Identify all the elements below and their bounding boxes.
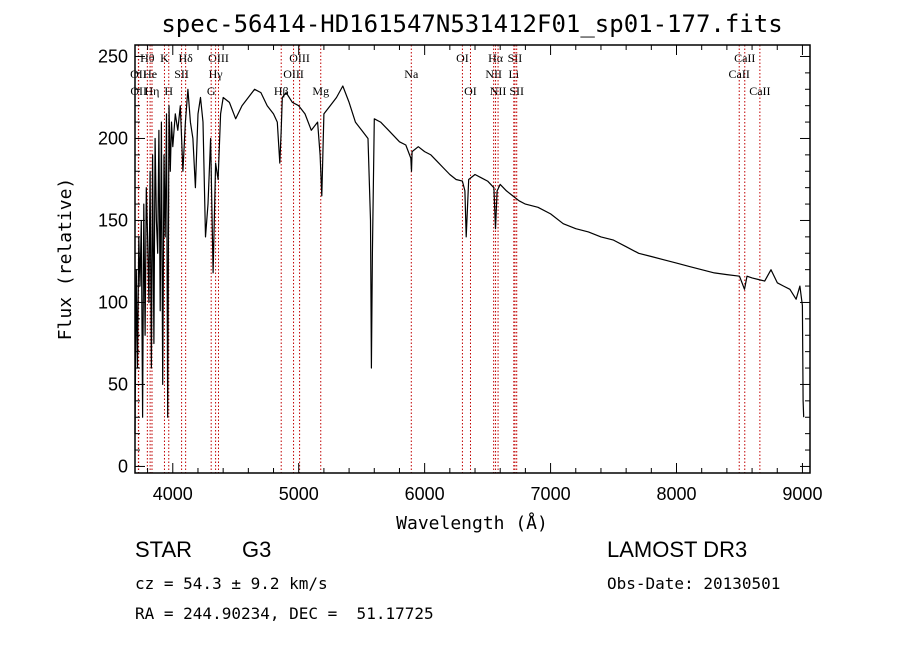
spectral-line-label: OIII [289, 51, 310, 65]
axis-ticks: 4000 5000 6000 7000 8000 9000 0 50 100 150 200 250 [98, 45, 822, 504]
y-tick-label: 200 [98, 128, 128, 148]
x-tick-label: 6000 [405, 484, 445, 504]
spectral-line-label: Hγ [209, 67, 224, 81]
flux-series-line [134, 85, 805, 434]
spectral-line-label: Hη [145, 84, 160, 98]
redshift-value: cz = 54.3 ± 9.2 km/s [135, 574, 328, 593]
chart-title: spec-56414-HD161547N531412F01_sp01-177.f… [161, 10, 782, 38]
spectral-line-label: OI [456, 51, 469, 65]
spectral-line-label: Hδ [178, 51, 193, 65]
y-tick-label: 50 [108, 374, 128, 394]
x-tick-label: 4000 [153, 484, 193, 504]
spectral-line-label: CaII [729, 67, 750, 81]
spectral-line-label: SII [174, 67, 189, 81]
spectral-line-label: Na [404, 67, 419, 81]
spectral-line-label: He [143, 67, 157, 81]
survey-name: LAMOST DR3 [607, 537, 748, 562]
plot-frame [134, 44, 811, 474]
spectral-line-label: NII [490, 84, 507, 98]
spectral-line-label: Hα [488, 51, 504, 65]
spectral-line-label: SII [509, 84, 524, 98]
x-tick-label: 9000 [782, 484, 822, 504]
x-tick-label: 5000 [279, 484, 319, 504]
spectral-line-label: CaII [734, 51, 755, 65]
spectral-subclass: G3 [242, 537, 272, 562]
y-axis-label: Flux (relative) [55, 178, 76, 341]
x-axis-label: Wavelength (Å) [396, 512, 548, 534]
spectral-line-label: SII [508, 51, 523, 65]
spectral-line-label: Li [508, 67, 519, 81]
obs-date: Obs-Date: 20130501 [607, 574, 781, 593]
y-tick-label: 250 [98, 46, 128, 66]
spectral-line-label: CaII [749, 84, 770, 98]
spectral-line-label: Hβ [274, 84, 289, 98]
y-tick-label: 150 [98, 210, 128, 230]
spectral-line-label: K [160, 51, 169, 65]
spectral-line-label: Hθ [140, 51, 155, 65]
x-tick-label: 7000 [531, 484, 571, 504]
spectral-line-label: OIII [208, 51, 229, 65]
y-tick-label: 0 [118, 456, 128, 476]
spectral-line-label: G [207, 84, 216, 98]
spectral-line-label: H [164, 84, 173, 98]
spectral-line-label: Mg [312, 84, 329, 98]
y-tick-label: 100 [98, 292, 128, 312]
spectral-line-label: OI [464, 84, 477, 98]
spectral-line-label: NII [485, 67, 502, 81]
x-tick-label: 8000 [656, 484, 696, 504]
coordinates: RA = 244.90234, DEC = 51.17725 [135, 604, 434, 623]
object-class: STAR [135, 537, 193, 562]
spectral-line-label: OIII [283, 67, 304, 81]
